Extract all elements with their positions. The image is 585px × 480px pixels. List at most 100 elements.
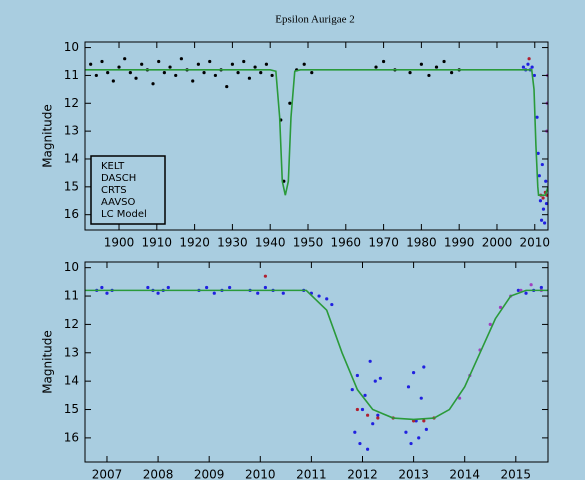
data-point xyxy=(270,73,274,78)
data-point xyxy=(526,62,530,66)
data-point xyxy=(225,84,229,89)
data-point xyxy=(89,62,93,66)
data-point xyxy=(353,430,357,434)
data-point xyxy=(146,285,150,290)
data-point xyxy=(242,59,246,64)
data-point xyxy=(417,436,421,440)
data-point xyxy=(532,73,536,78)
data-point xyxy=(179,57,183,61)
data-point xyxy=(128,71,132,75)
plot-frame xyxy=(84,261,549,463)
data-point xyxy=(408,71,412,75)
y-tick-label: 13 xyxy=(64,124,79,138)
legend-label: LC Model xyxy=(101,209,147,220)
data-point xyxy=(263,274,267,278)
x-tick-label: 1950 xyxy=(293,236,324,250)
data-point xyxy=(542,221,547,225)
data-point xyxy=(162,71,166,75)
x-tick-label: 2012 xyxy=(347,468,378,480)
y-tick-label: 14 xyxy=(64,374,79,388)
data-point xyxy=(259,71,263,75)
data-point xyxy=(134,76,138,80)
x-tick-label: 1960 xyxy=(331,236,362,250)
data-point xyxy=(366,447,370,451)
y-tick-label: 11 xyxy=(64,68,79,82)
data-point xyxy=(498,305,503,309)
data-point xyxy=(524,291,528,295)
data-point xyxy=(527,57,531,61)
data-point xyxy=(105,291,109,295)
y-tick-label: 16 xyxy=(64,207,79,221)
data-point xyxy=(544,201,548,206)
data-point xyxy=(117,65,121,69)
data-point xyxy=(544,179,548,183)
data-point xyxy=(100,285,104,290)
data-point xyxy=(317,294,321,298)
data-point xyxy=(106,71,110,75)
chart-title: Epsilon Aurigae 2 xyxy=(275,14,354,26)
y-axis-label: Magnitude xyxy=(41,104,55,168)
x-tick-label: 2007 xyxy=(92,468,123,480)
data-point xyxy=(529,283,533,287)
data-point xyxy=(281,291,285,295)
data-point xyxy=(360,407,365,412)
data-point xyxy=(427,73,431,78)
data-point xyxy=(157,59,161,64)
x-tick-label: 2010 xyxy=(245,468,276,480)
y-tick-label: 12 xyxy=(64,317,79,331)
data-point xyxy=(156,291,160,295)
legend-label: KELT xyxy=(101,161,125,172)
data-point xyxy=(434,65,439,69)
data-point xyxy=(202,71,206,75)
data-point xyxy=(540,162,544,167)
model-line xyxy=(85,289,548,421)
data-point xyxy=(236,71,240,75)
y-tick-label: 15 xyxy=(64,179,79,193)
data-point xyxy=(212,291,216,295)
data-point xyxy=(411,371,416,375)
data-point xyxy=(530,65,534,69)
data-point xyxy=(123,57,127,61)
y-tick-label: 14 xyxy=(64,151,79,165)
data-point xyxy=(196,62,200,66)
data-point xyxy=(381,59,386,64)
data-point xyxy=(208,59,212,64)
data-point xyxy=(373,379,377,383)
data-point xyxy=(521,65,526,69)
data-point xyxy=(541,196,545,200)
y-axis-label: Magnitude xyxy=(41,330,55,394)
data-point xyxy=(330,302,334,307)
data-point xyxy=(355,407,359,412)
data-point xyxy=(516,288,520,292)
data-point xyxy=(422,365,426,369)
data-point xyxy=(228,285,232,290)
data-point xyxy=(422,419,426,423)
data-point xyxy=(325,297,329,301)
x-tick-label: 1900 xyxy=(104,236,135,250)
data-point xyxy=(310,71,314,75)
y-tick-label: 16 xyxy=(64,430,79,444)
legend-box xyxy=(90,155,166,225)
x-tick-label: 2011 xyxy=(296,468,327,480)
data-point xyxy=(302,62,306,66)
data-point xyxy=(404,430,408,434)
data-point xyxy=(541,207,546,211)
x-tick-label: 2013 xyxy=(398,468,429,480)
data-point xyxy=(424,427,428,431)
data-point xyxy=(442,59,446,64)
x-tick-label: 2010 xyxy=(519,236,550,250)
y-tick-label: 15 xyxy=(64,402,79,416)
data-point xyxy=(168,65,172,69)
data-point xyxy=(457,396,462,400)
model-line xyxy=(85,69,548,196)
x-tick-label: 1990 xyxy=(444,236,475,250)
data-point xyxy=(205,285,209,290)
data-point xyxy=(230,62,235,66)
plot-area xyxy=(85,274,548,451)
x-tick-label: 1910 xyxy=(142,236,173,250)
data-point xyxy=(371,422,375,426)
data-point xyxy=(536,151,540,156)
y-tick-label: 12 xyxy=(64,96,79,110)
